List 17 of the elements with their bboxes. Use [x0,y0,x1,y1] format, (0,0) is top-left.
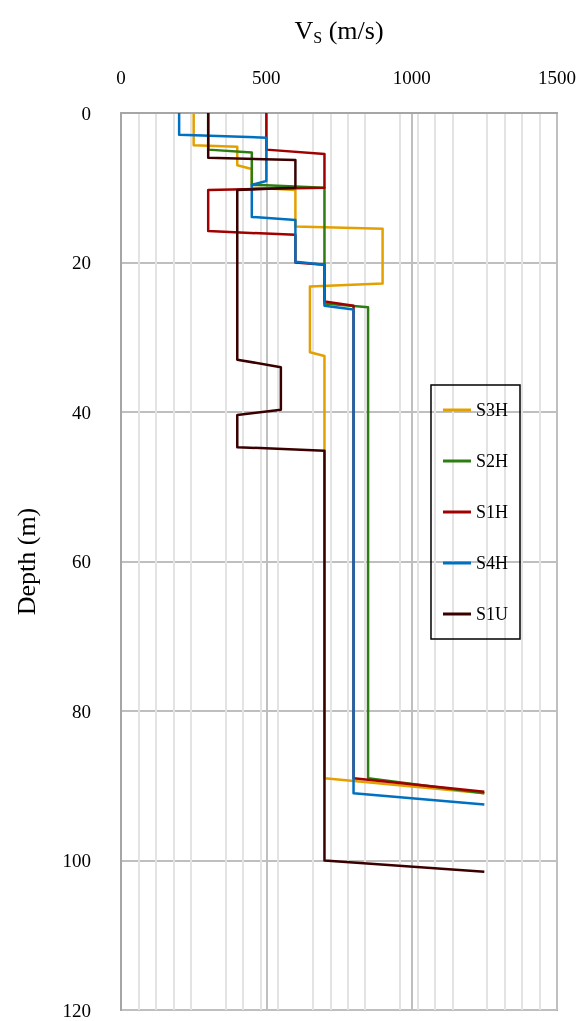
x-tick-label: 0 [116,67,126,88]
legend-label: S3H [475,400,509,420]
y-tick-label: 60 [72,551,91,572]
x-tick-label: 500 [252,67,281,88]
y-tick-label: 40 [72,401,91,423]
x-tick-label: 1500 [538,67,576,88]
legend-label: S4H [475,553,509,573]
y-tick-label: 20 [72,252,91,273]
legend-label: S1H [475,502,509,522]
legend-label: S2H [475,451,509,471]
y-tick-label: 120 [62,999,91,1021]
legend-label: S1U [475,604,509,624]
y-tick-label: 100 [62,850,91,871]
x-tick-label: 1000 [392,67,431,88]
y-tick-label: 0 [81,102,91,124]
y-axis-title: Depth (m) [11,507,41,616]
y-tick-label: 80 [72,700,91,722]
